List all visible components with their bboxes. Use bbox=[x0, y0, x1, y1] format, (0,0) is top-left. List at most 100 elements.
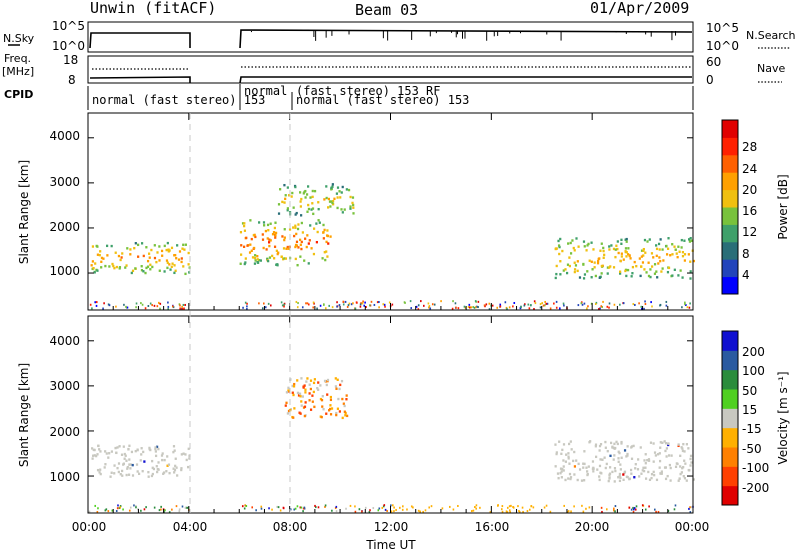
velocity-cell bbox=[638, 475, 641, 478]
power-cell bbox=[91, 307, 93, 310]
power-cell bbox=[378, 301, 380, 304]
velocity-cell bbox=[618, 472, 622, 476]
velocity-cell bbox=[611, 445, 614, 448]
vel-cbar-tick-m50: -50 bbox=[742, 442, 762, 456]
power-cell bbox=[608, 302, 611, 305]
power-cell bbox=[277, 203, 281, 206]
power-cell bbox=[269, 304, 272, 307]
power-cell bbox=[284, 194, 287, 197]
power-cell bbox=[360, 302, 362, 305]
velocity-cell bbox=[588, 506, 591, 509]
power-cbar-tick-28: 28 bbox=[742, 140, 757, 154]
power-cell bbox=[620, 252, 623, 255]
velocity-ytick-2000: 2000 bbox=[49, 425, 80, 439]
velocity-cell bbox=[163, 471, 166, 474]
velocity-cell bbox=[556, 472, 560, 475]
power-cell bbox=[156, 251, 159, 254]
power-cell bbox=[340, 208, 343, 211]
power-cell bbox=[349, 205, 352, 208]
velocity-cell bbox=[613, 467, 617, 470]
power-cell bbox=[134, 267, 137, 270]
velocity-cell bbox=[297, 394, 301, 397]
power-cell bbox=[240, 244, 243, 247]
velocity-cell bbox=[166, 464, 169, 467]
power-cell bbox=[603, 253, 606, 257]
velocity-cell bbox=[304, 388, 307, 391]
velocity-cell bbox=[129, 467, 132, 470]
power-cell bbox=[539, 306, 542, 309]
power-cell bbox=[452, 300, 454, 303]
power-cell bbox=[600, 272, 603, 275]
power-cell bbox=[294, 224, 297, 227]
velocity-cell bbox=[300, 404, 303, 407]
power-cell bbox=[295, 232, 298, 236]
beam-title: Beam 03 bbox=[355, 1, 418, 19]
velocity-cell bbox=[128, 463, 131, 466]
power-cell bbox=[683, 253, 687, 256]
nsky-label: N.Sky bbox=[3, 32, 35, 45]
power-cell bbox=[301, 306, 304, 309]
power-cell bbox=[118, 267, 121, 270]
power-cell bbox=[597, 257, 600, 261]
velocity-cell bbox=[317, 388, 320, 391]
power-cell bbox=[312, 301, 315, 304]
velocity-cell bbox=[113, 464, 116, 467]
power-cell bbox=[642, 247, 645, 251]
power-cell bbox=[376, 301, 379, 304]
power-cell bbox=[553, 302, 555, 305]
power-cell bbox=[577, 245, 580, 248]
power-cell bbox=[582, 262, 585, 266]
power-cell bbox=[362, 300, 364, 303]
velocity-cell bbox=[154, 446, 157, 449]
velocity-cell bbox=[125, 459, 128, 462]
velocity-cell bbox=[325, 412, 328, 415]
power-cell bbox=[606, 305, 609, 308]
power-cell bbox=[629, 257, 632, 260]
velocity-cell bbox=[640, 472, 643, 475]
velocity-cell bbox=[181, 505, 184, 508]
power-cell bbox=[667, 266, 671, 270]
power-cell bbox=[600, 242, 603, 245]
power-cell bbox=[166, 266, 169, 270]
velocity-cell bbox=[545, 504, 548, 507]
velocity-cell bbox=[605, 462, 608, 466]
velocity-cell bbox=[127, 473, 131, 476]
power-cell bbox=[133, 246, 136, 250]
velocity-cell bbox=[633, 508, 635, 511]
velocity-cell bbox=[626, 454, 629, 457]
velocity-cell bbox=[137, 472, 141, 476]
power-cell bbox=[246, 305, 248, 308]
velocity-cell bbox=[335, 387, 338, 390]
velocity-cell bbox=[642, 466, 645, 469]
power-cell bbox=[258, 302, 260, 305]
power-cell bbox=[331, 306, 334, 309]
velocity-cell bbox=[681, 466, 684, 470]
velocity-cell bbox=[626, 445, 629, 448]
velocity-cell bbox=[386, 509, 388, 512]
velocity-cell bbox=[601, 458, 604, 461]
velocity-cell bbox=[313, 378, 316, 381]
power-cell bbox=[689, 277, 692, 280]
velocity-cell bbox=[163, 458, 166, 462]
power-cell bbox=[573, 270, 576, 274]
power-cell bbox=[146, 265, 150, 268]
power-cell bbox=[313, 189, 317, 193]
velocity-cell bbox=[303, 384, 306, 387]
velocity-cell bbox=[173, 468, 177, 472]
velocity-cell bbox=[149, 448, 152, 452]
velocity-cell bbox=[613, 480, 616, 483]
power-cell bbox=[102, 257, 105, 260]
velocity-cell bbox=[172, 467, 175, 470]
velocity-cell bbox=[343, 410, 346, 413]
velocity-yticks: 1000 2000 3000 4000 bbox=[49, 334, 80, 484]
power-cell bbox=[286, 209, 289, 212]
power-cell bbox=[649, 275, 652, 279]
power-cell bbox=[512, 305, 514, 308]
power-cell bbox=[464, 306, 467, 309]
xtick-2000: 20:00 bbox=[575, 520, 610, 534]
velocity-cell bbox=[569, 477, 572, 481]
velocity-cell bbox=[344, 411, 347, 415]
velocity-cell bbox=[188, 457, 191, 460]
power-cell bbox=[174, 253, 177, 257]
power-cell bbox=[428, 305, 431, 308]
